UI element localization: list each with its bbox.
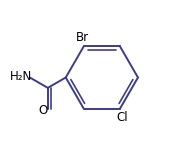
Text: H₂N: H₂N — [10, 70, 33, 83]
Text: Cl: Cl — [116, 111, 128, 124]
Text: Br: Br — [76, 31, 89, 44]
Text: O: O — [38, 104, 48, 117]
